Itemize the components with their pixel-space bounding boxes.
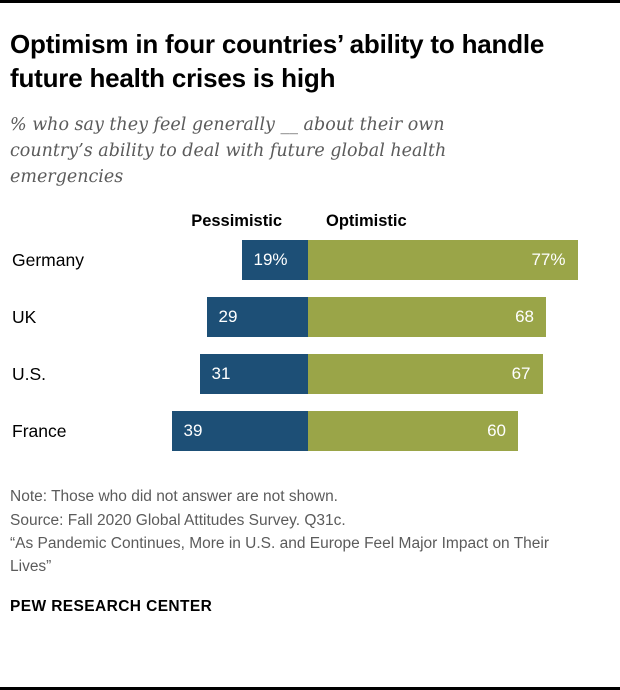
header-spacer [10, 212, 140, 231]
bar-value-label: 19% [253, 250, 288, 270]
optimistic-zone: 67 [308, 354, 608, 395]
optimistic-zone: 68 [308, 297, 608, 338]
bar-row-france: France 39 60 [10, 411, 608, 452]
optimistic-bar: 77% [308, 240, 578, 281]
optimistic-zone: 77% [308, 240, 608, 281]
pessimistic-zone: 31 [140, 354, 308, 395]
category-label: UK [12, 306, 37, 327]
bar-value-label: 68 [515, 307, 534, 327]
optimistic-bar: 68 [308, 297, 546, 338]
pew-research-center-brand: PEW RESEARCH CENTER [10, 598, 213, 616]
series-header-row: Pessimistic Optimistic [10, 212, 608, 231]
bar-row-germany: Germany 19% 77% [10, 240, 608, 281]
optimistic-bar: 60 [308, 411, 518, 452]
pessimistic-bar: 29 [206, 297, 308, 338]
pessimistic-bar: 19% [241, 240, 308, 281]
bar-value-label: 29 [218, 307, 238, 327]
note-line: Note: Those who did not answer are not s… [10, 488, 338, 506]
diverging-bar-chart: Pessimistic Optimistic Germany 19% 77% U… [10, 212, 608, 452]
bar-row-uk: UK 29 68 [10, 297, 608, 338]
chart-subtitle: % who say they feel generally __ about t… [10, 114, 447, 188]
optimistic-zone: 60 [308, 411, 608, 452]
pessimistic-bar: 31 [199, 354, 308, 395]
bar-value-label: 60 [487, 421, 506, 441]
category-label: U.S. [12, 363, 47, 384]
report-title-line: “As Pandemic Continues, More in U.S. and… [10, 534, 550, 576]
optimistic-bar: 67 [308, 354, 543, 395]
chart-title: Optimism in four countries’ ability to h… [10, 29, 545, 94]
pessimistic-header: Pessimistic [191, 212, 282, 231]
pessimistic-zone: 39 [140, 411, 308, 452]
bar-value-label: 77% [531, 250, 566, 270]
category-label: France [12, 420, 67, 441]
category-label: Germany [12, 249, 84, 270]
source-line: Source: Fall 2020 Global Attitudes Surve… [10, 511, 346, 529]
bar-row-us: U.S. 31 67 [10, 354, 608, 395]
pessimistic-zone: 29 [140, 297, 308, 338]
bar-value-label: 67 [511, 364, 531, 384]
bar-value-label: 31 [211, 364, 231, 384]
pessimistic-zone: 19% [140, 240, 308, 281]
bar-value-label: 39 [183, 421, 203, 441]
chart-notes: Note: Those who did not answer are not s… [10, 485, 590, 578]
pessimistic-bar: 39 [171, 411, 308, 452]
optimistic-header: Optimistic [326, 212, 407, 231]
